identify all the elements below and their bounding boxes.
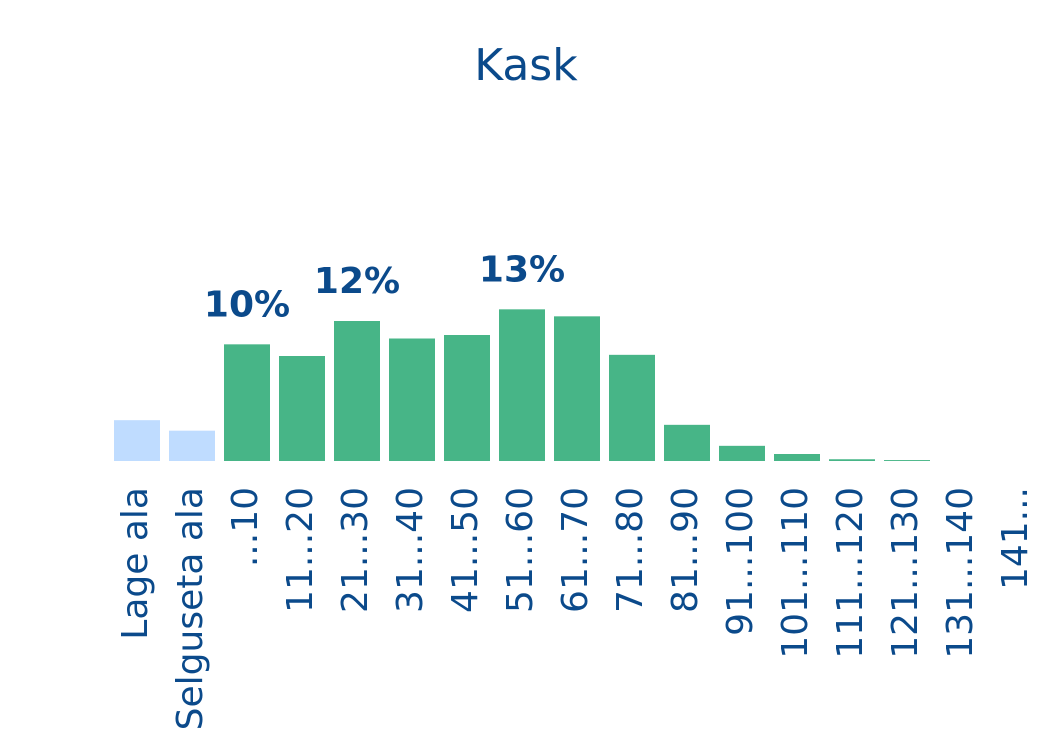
data-labels-layer: 10% 12% 13% [204, 249, 565, 325]
x-tick-label: 31...40 [390, 487, 431, 613]
bar-13 [774, 454, 820, 461]
x-tick-label: 131...140 [940, 487, 981, 659]
x-tick-label: ...10 [225, 487, 266, 567]
bar-8 [499, 309, 545, 461]
data-label: 13% [479, 249, 565, 290]
x-axis-tick-labels: Lage ala Selguseta ala ...10 11...20 21...30… [115, 487, 1036, 730]
bar-9 [554, 316, 600, 461]
x-tick-label: 11...20 [280, 487, 321, 613]
bar-3 [224, 344, 270, 461]
bar-4 [279, 356, 325, 461]
x-tick-label: 141... [995, 487, 1036, 590]
data-label: 12% [314, 261, 400, 302]
bars-layer [114, 309, 930, 461]
x-tick-label: 61...70 [555, 487, 596, 613]
bar-6 [389, 338, 435, 461]
bar-11 [664, 424, 710, 461]
chart-title: Kask [474, 40, 578, 91]
bar-2 [169, 430, 215, 461]
x-tick-label: 51...60 [500, 487, 541, 613]
bar-14 [829, 459, 875, 461]
x-tick-label: 81...90 [665, 487, 706, 613]
bar-1 [114, 420, 160, 461]
bar-5 [334, 321, 380, 461]
x-tick-label: 91...100 [720, 487, 761, 636]
x-tick-label: 111...120 [830, 487, 871, 659]
x-tick-label: Lage ala [115, 487, 156, 640]
x-tick-label: 121...130 [885, 487, 926, 659]
data-label: 10% [204, 284, 290, 325]
bar-12 [719, 445, 765, 461]
x-tick-label: 71...80 [610, 487, 651, 613]
x-tick-label: 41...50 [445, 487, 486, 613]
bar-15 [884, 460, 930, 461]
x-tick-label: Selguseta ala [170, 487, 211, 730]
x-tick-label: 21...30 [335, 487, 376, 613]
x-tick-label: 101...110 [775, 487, 816, 659]
bar-10 [609, 354, 655, 461]
bar-7 [444, 335, 490, 461]
